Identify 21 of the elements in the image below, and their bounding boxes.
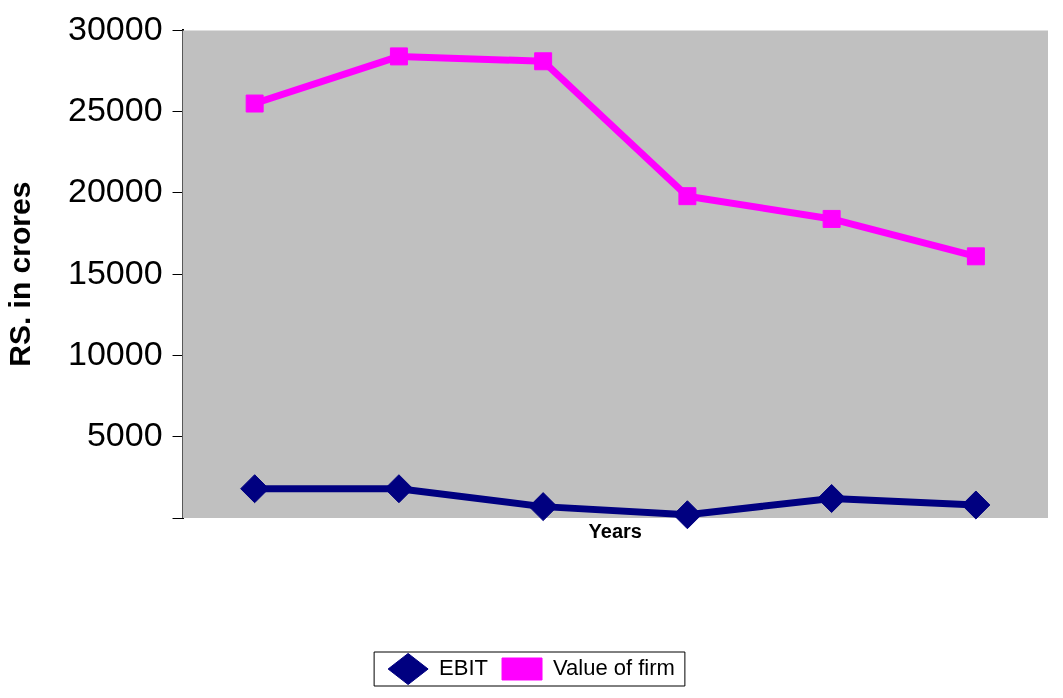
y-tick-label: 20000 [68,171,163,210]
point [822,209,841,228]
y-tick-label: 5000 [86,415,163,454]
point [966,247,985,266]
point [961,490,991,520]
point [672,500,702,530]
x-axis-title: Years [588,519,642,542]
point [817,484,847,513]
point [678,187,697,206]
y-axis-title: RS. in crores [3,181,37,367]
point [384,474,414,504]
legend-label: Value of firm [553,655,675,681]
legend-label: EBIT [439,655,489,681]
point [389,47,408,66]
y-tick-label: 15000 [68,252,163,291]
point [528,492,558,522]
y-tick-label: 10000 [68,333,163,372]
point [534,52,553,71]
y-tick-label: 25000 [68,90,163,129]
y-tick-label: 30000 [68,8,163,47]
point [245,94,264,113]
